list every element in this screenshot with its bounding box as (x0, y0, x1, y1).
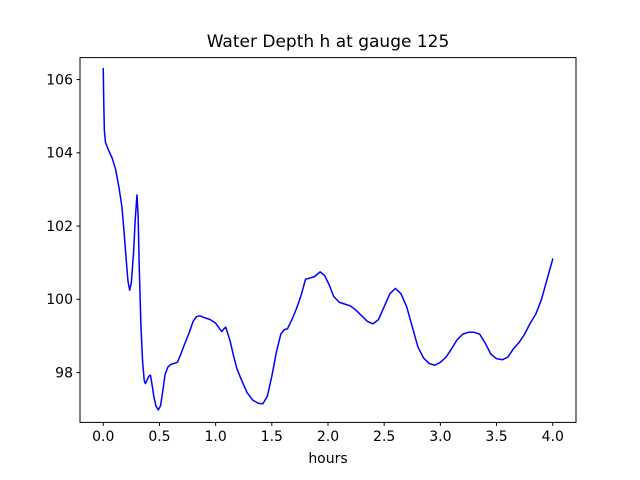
x-tick-label: 1.5 (261, 429, 283, 445)
x-tick-label: 4.0 (542, 429, 564, 445)
x-axis-label: hours (308, 451, 347, 467)
y-tick-label: 104 (46, 146, 73, 162)
y-tick-label: 100 (46, 292, 73, 308)
y-tick-label: 106 (46, 72, 73, 88)
x-tick-label: 3.0 (429, 429, 451, 445)
chart-title: Water Depth h at gauge 125 (207, 32, 450, 52)
x-tick-label: 0.5 (148, 429, 170, 445)
x-tick-label: 1.0 (204, 429, 226, 445)
y-tick-label: 102 (46, 219, 73, 235)
x-tick-label: 2.5 (373, 429, 395, 445)
plot-border (79, 57, 577, 423)
x-tick-label: 0.0 (92, 429, 114, 445)
plot-area: 0.0 0.5 1.0 1.5 2.0 2.5 3.0 3.5 4.0 98 100 102 104 10… (46, 57, 577, 445)
x-tick-label: 3.5 (485, 429, 507, 445)
x-tick-label: 2.0 (317, 429, 339, 445)
y-tick-label: 98 (55, 365, 73, 381)
water-depth-line (102, 67, 554, 411)
